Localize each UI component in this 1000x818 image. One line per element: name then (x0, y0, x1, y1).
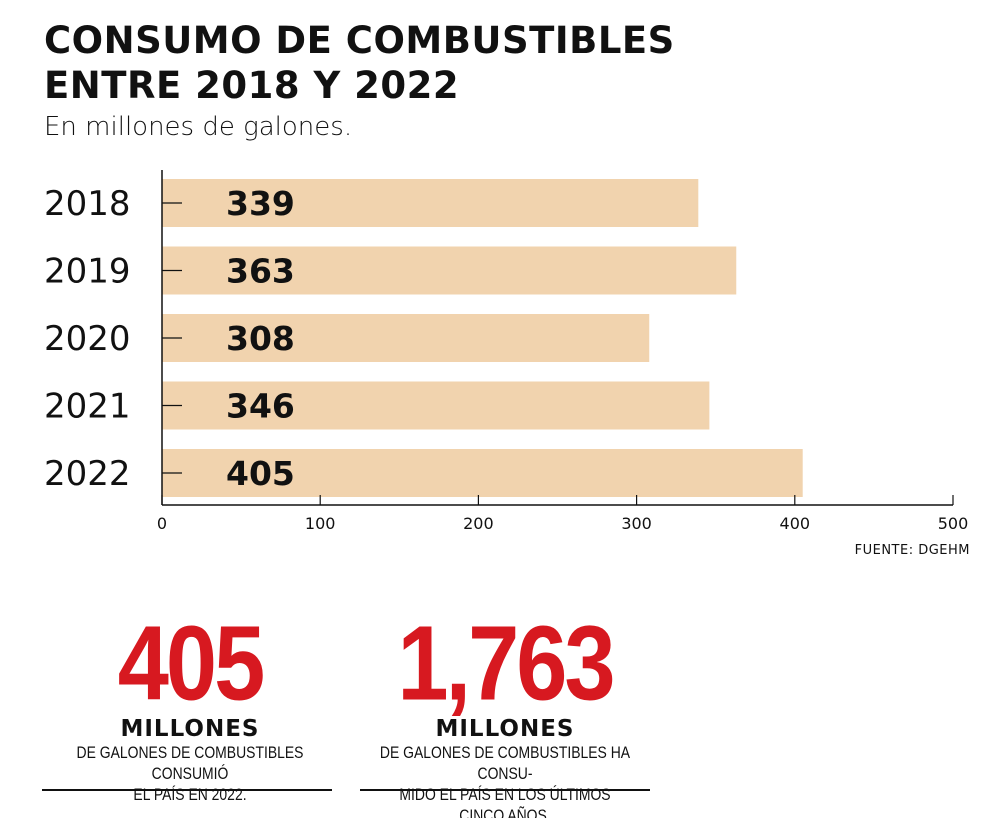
title-line-2: ENTRE 2018 Y 2022 (44, 64, 460, 107)
stat-value: 405 (117, 605, 266, 723)
x-tick-label: 300 (621, 514, 652, 533)
source-note: FUENTE: DGEHM (854, 543, 970, 558)
divider (360, 789, 650, 791)
stat-unit: MILLONES (120, 716, 260, 742)
chart-subtitle: En millones de galones. (44, 112, 353, 142)
y-tick-label: 2020 (44, 319, 131, 359)
bar-2020 (162, 314, 650, 362)
divider (42, 789, 332, 791)
bar-2021 (162, 381, 710, 430)
stat-value: 1,763 (397, 605, 615, 723)
data-label: 339 (226, 184, 295, 223)
x-tick-label: 0 (157, 514, 167, 533)
stat-description: DE GALONES DE COMBUSTIBLES HA CONSU- MID… (379, 743, 631, 818)
stat-description: DE GALONES DE COMBUSTIBLES CONSUMIÓ EL P… (76, 743, 304, 804)
chart-title: CONSUMO DE COMBUSTIBLES ENTRE 2018 Y 202… (44, 18, 675, 108)
data-label: 405 (226, 454, 295, 493)
bar-2018 (162, 179, 699, 227)
x-tick-label: 100 (305, 514, 336, 533)
stat-unit: MILLONES (435, 716, 575, 742)
x-tick-label: 200 (463, 514, 494, 533)
y-tick-label: 2019 (44, 252, 131, 292)
bar-2019 (162, 246, 737, 295)
data-label: 308 (226, 319, 295, 358)
x-tick-label: 400 (780, 514, 811, 533)
bar-2022 (162, 449, 803, 497)
bar-chart: 2018 339 2019 363 2020 308 2021 346 2022 405 0 100 2… (44, 170, 969, 533)
data-label: 346 (226, 387, 295, 426)
y-tick-label: 2018 (44, 184, 131, 224)
stat-total: 1,763 MILLONES DE GALONES DE COMBUSTIBLE… (350, 611, 660, 818)
y-tick-label: 2021 (44, 387, 131, 427)
y-tick-label: 2022 (44, 454, 131, 494)
x-tick-label: 500 (938, 514, 969, 533)
data-label: 363 (226, 252, 295, 291)
title-line-1: CONSUMO DE COMBUSTIBLES (44, 19, 675, 62)
stat-2022: 405 MILLONES DE GALONES DE COMBUSTIBLES … (40, 611, 340, 805)
